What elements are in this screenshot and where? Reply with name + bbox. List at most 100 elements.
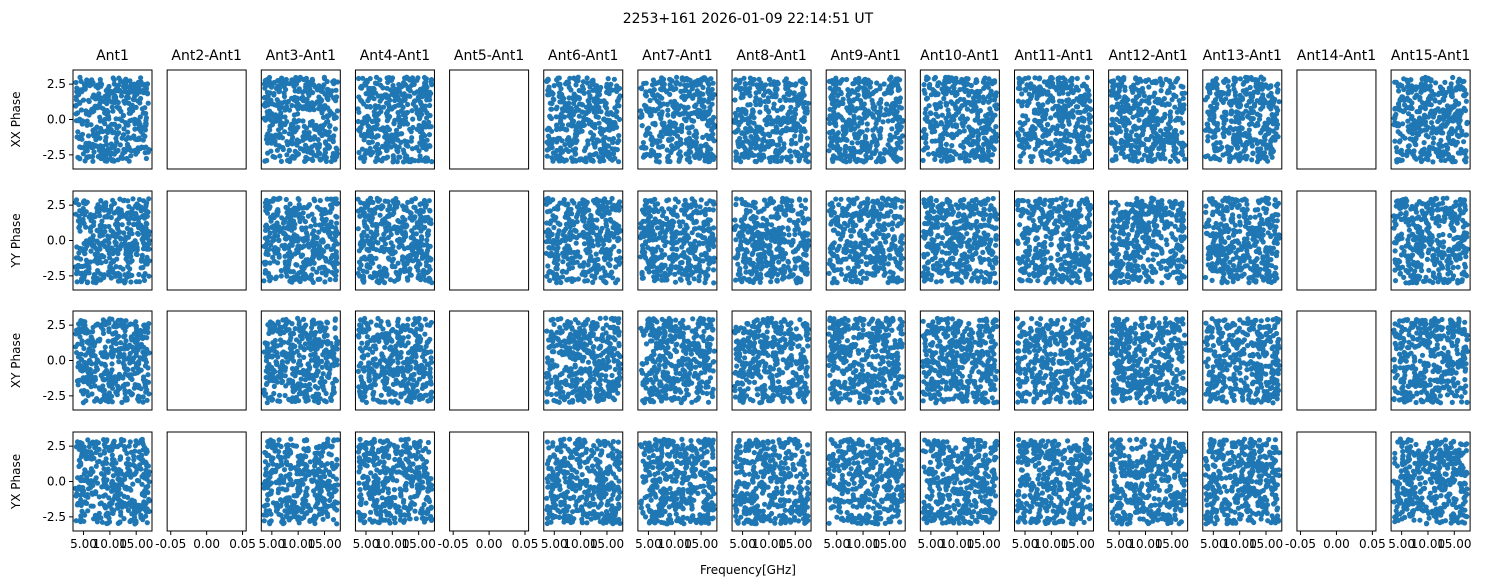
- data-point: [273, 503, 279, 509]
- data-point: [75, 354, 82, 360]
- data-point: [311, 260, 317, 266]
- data-point: [127, 439, 133, 445]
- data-point: [428, 90, 434, 97]
- data-point: [399, 238, 405, 244]
- data-point: [102, 202, 108, 208]
- data-point: [287, 471, 293, 477]
- data-point: [373, 273, 379, 279]
- data-point: [142, 356, 148, 362]
- data-point: [379, 334, 385, 340]
- data-point: [385, 101, 391, 107]
- data-point: [267, 481, 273, 487]
- data-point: [262, 200, 268, 206]
- data-point: [395, 148, 401, 155]
- data-point: [102, 344, 108, 350]
- data-point: [97, 135, 103, 141]
- data-point: [320, 470, 326, 476]
- data-point: [306, 381, 313, 387]
- data-point: [292, 326, 298, 332]
- data-point: [419, 385, 425, 391]
- data-point: [324, 319, 330, 325]
- data-point: [144, 200, 150, 206]
- data-point: [425, 439, 431, 446]
- data-point: [85, 508, 91, 514]
- data-point: [335, 437, 341, 443]
- data-point: [97, 222, 103, 229]
- data-point: [404, 153, 410, 159]
- data-point: [280, 372, 286, 378]
- column-title: Ant3-Ant1: [266, 48, 336, 64]
- data-point: [355, 332, 362, 338]
- data-point: [113, 460, 119, 466]
- data-point: [109, 393, 115, 399]
- data-point: [100, 376, 106, 382]
- data-point: [140, 394, 146, 400]
- data-point: [305, 387, 311, 393]
- data-point: [94, 364, 100, 370]
- data-point: [284, 268, 290, 274]
- data-point: [121, 242, 127, 248]
- data-point: [106, 373, 112, 379]
- data-point: [360, 273, 366, 279]
- data-point: [405, 316, 411, 322]
- data-point: [395, 319, 401, 325]
- data-point: [76, 250, 82, 256]
- data-point: [270, 153, 276, 160]
- data-point: [297, 471, 303, 477]
- y-tick-label: 0.0: [47, 354, 66, 368]
- data-point: [372, 343, 378, 349]
- data-point: [288, 356, 294, 362]
- data-point: [418, 344, 424, 351]
- data-point: [367, 516, 373, 523]
- data-point: [128, 153, 134, 159]
- data-point: [293, 337, 300, 343]
- data-point: [271, 237, 277, 243]
- data-point: [405, 277, 411, 283]
- data-point: [414, 485, 420, 491]
- data-point: [409, 388, 416, 394]
- data-point: [371, 86, 377, 92]
- data-point: [128, 357, 134, 364]
- data-point: [116, 322, 122, 328]
- data-point: [356, 94, 362, 100]
- data-point: [392, 502, 398, 508]
- data-point: [377, 212, 383, 218]
- data-point: [390, 358, 396, 364]
- data-point: [268, 148, 274, 154]
- data-point: [303, 467, 309, 473]
- column-title: Ant6-Ant1: [548, 48, 618, 64]
- data-point: [405, 340, 411, 346]
- scatter-panel: 2.50.0-2.5YY Phase: [9, 190, 153, 291]
- data-point: [119, 481, 125, 487]
- data-point: [78, 460, 84, 466]
- data-point: [310, 157, 316, 163]
- data-point: [265, 369, 271, 375]
- data-point: [313, 122, 319, 128]
- data-point: [426, 132, 433, 138]
- data-point: [418, 234, 425, 240]
- data-point: [318, 343, 324, 349]
- data-point: [111, 508, 117, 514]
- data-point: [124, 450, 130, 456]
- data-point: [128, 227, 134, 233]
- data-point: [263, 374, 269, 381]
- data-point: [264, 502, 271, 508]
- data-point: [143, 241, 149, 247]
- data-point: [295, 196, 301, 202]
- data-point: [74, 134, 80, 140]
- data-point: [420, 208, 426, 214]
- data-point: [404, 474, 410, 480]
- data-point: [370, 231, 376, 237]
- data-point: [82, 499, 88, 505]
- data-point: [301, 237, 307, 243]
- data-point: [117, 196, 123, 202]
- data-point: [125, 381, 131, 387]
- data-point: [355, 196, 361, 202]
- data-point: [84, 122, 90, 128]
- data-point: [289, 121, 295, 127]
- data-point: [75, 110, 81, 116]
- data-point: [129, 103, 135, 109]
- data-point: [333, 98, 339, 104]
- data-point: [366, 492, 372, 498]
- data-point: [120, 266, 126, 272]
